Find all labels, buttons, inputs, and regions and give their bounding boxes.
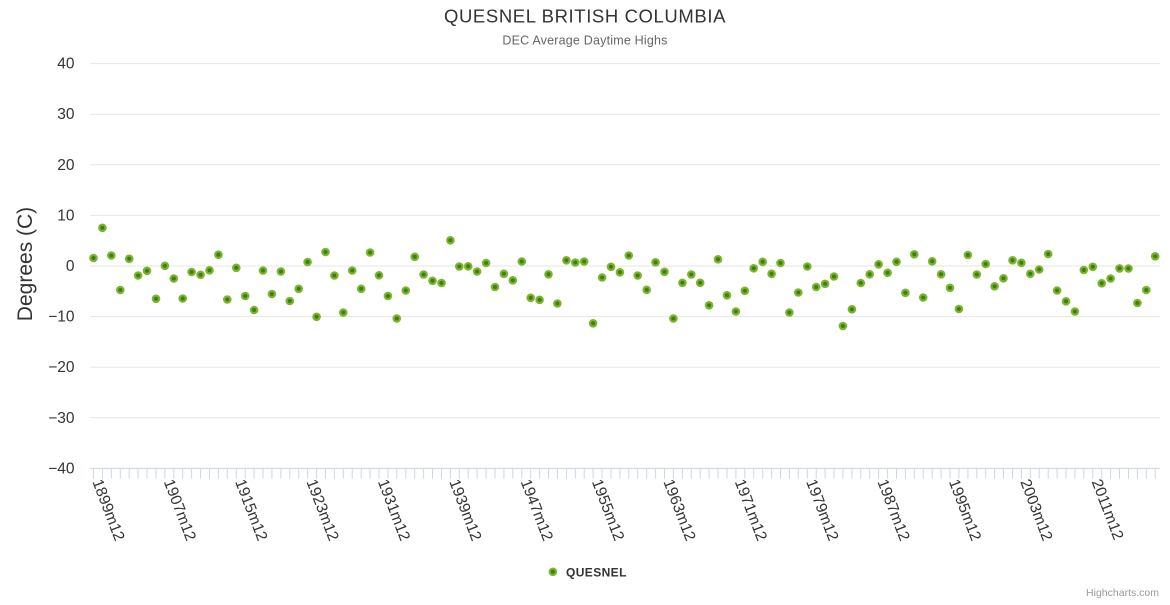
svg-text:QUESNEL BRITISH COLUMBIA: QUESNEL BRITISH COLUMBIA bbox=[444, 5, 726, 26]
svg-text:10: 10 bbox=[57, 207, 75, 224]
svg-text:−20: −20 bbox=[48, 359, 75, 376]
svg-text:Degrees (C): Degrees (C) bbox=[14, 207, 37, 321]
svg-text:Highcharts.com: Highcharts.com bbox=[1086, 587, 1159, 599]
svg-text:30: 30 bbox=[57, 106, 75, 123]
svg-text:20: 20 bbox=[57, 157, 75, 174]
svg-text:−30: −30 bbox=[48, 410, 75, 427]
svg-text:−10: −10 bbox=[48, 309, 75, 326]
svg-text:0: 0 bbox=[66, 258, 75, 275]
svg-text:QUESNEL: QUESNEL bbox=[566, 566, 627, 580]
svg-text:−40: −40 bbox=[48, 460, 75, 477]
svg-text:40: 40 bbox=[57, 56, 75, 73]
svg-text:DEC Average Daytime Highs: DEC Average Daytime Highs bbox=[502, 33, 667, 47]
